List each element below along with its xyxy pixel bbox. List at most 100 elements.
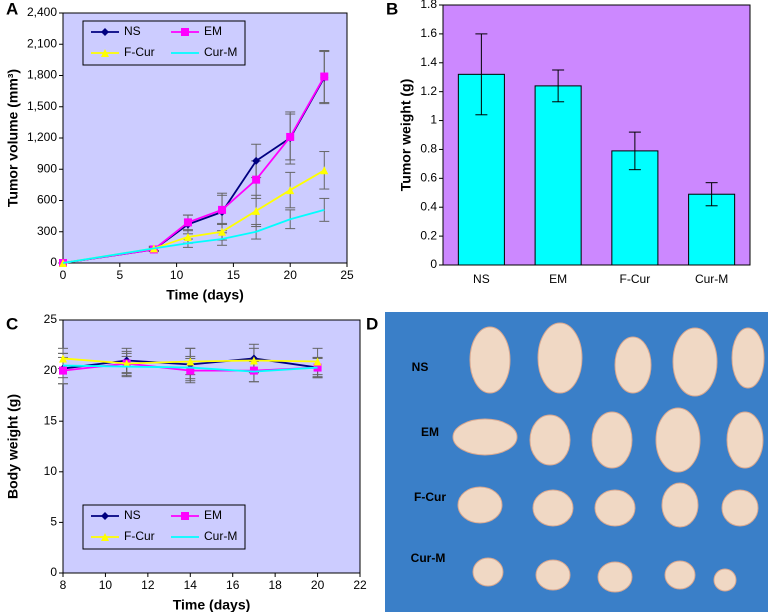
y-tick-label: 1.4	[420, 55, 437, 69]
tumor	[731, 327, 765, 389]
tumor	[532, 489, 574, 527]
x-tick-label: 22	[353, 578, 367, 592]
legend-label: F-Cur	[124, 529, 155, 543]
y-tick-label: 300	[37, 224, 57, 238]
marker-group	[252, 156, 261, 165]
y-tick-label: 1,200	[27, 130, 57, 144]
series-line	[62, 364, 318, 373]
x-tick-label: 25	[340, 268, 354, 282]
y-tick-label: 2,100	[27, 36, 57, 50]
x-axis-title: Time (days)	[166, 287, 244, 303]
legend-label: EM	[204, 24, 222, 38]
tumor	[726, 411, 764, 469]
legend-label: Cur-M	[204, 45, 237, 59]
y-axis-title: Body weight (g)	[5, 394, 21, 499]
photo-panel: D NS EM F-Cur Cur-M	[366, 312, 768, 612]
marker	[286, 186, 295, 195]
bar	[534, 85, 582, 266]
row-label: EM	[421, 425, 439, 439]
x-tick-label: F-Cur	[620, 272, 651, 286]
y-axis-title: Tumor weight (g)	[398, 79, 414, 192]
legend-label: EM	[204, 508, 222, 522]
y-tick-label: 10	[44, 464, 58, 478]
x-tick-label: 10	[99, 578, 113, 592]
marker	[186, 366, 195, 375]
marker	[252, 156, 261, 165]
marker	[183, 232, 192, 241]
panel-letter: A	[6, 0, 18, 18]
marker-group	[252, 175, 261, 184]
legend: NS EM F-Cur Cur-M	[82, 20, 246, 66]
marker-group	[286, 186, 295, 195]
row-label: Cur-M	[411, 551, 446, 565]
y-tick-label: 0.8	[420, 142, 437, 156]
tumor	[452, 418, 518, 456]
y-tick-label: 2,400	[27, 5, 57, 19]
x-tick-label: 16	[226, 578, 240, 592]
y-tick-label: 0	[430, 257, 437, 271]
marker	[101, 49, 109, 57]
x-tick-label: 15	[227, 268, 241, 282]
marker-group	[286, 132, 295, 141]
tumor	[469, 326, 511, 394]
row-label: NS	[412, 360, 429, 374]
marker	[249, 366, 258, 375]
marker	[313, 357, 322, 366]
tumor	[614, 336, 652, 394]
marker-group	[320, 166, 329, 175]
x-tick-label: 20	[311, 578, 325, 592]
y-tick-label: 1,500	[27, 99, 57, 113]
marker-group	[249, 356, 258, 365]
tumor	[597, 561, 633, 593]
marker	[320, 166, 329, 175]
tumor	[664, 560, 696, 590]
y-tick-label: 1	[430, 113, 437, 127]
tumor	[537, 322, 583, 394]
y-tick-label: 1.8	[420, 0, 437, 11]
tumor	[535, 559, 571, 591]
legend-label: F-Cur	[124, 45, 155, 59]
x-tick-label: 12	[141, 578, 155, 592]
tumor	[529, 414, 571, 466]
marker	[59, 354, 67, 363]
series-line	[62, 209, 325, 264]
legend-label: NS	[124, 24, 141, 38]
marker-group	[320, 72, 329, 81]
marker	[101, 28, 109, 36]
marker-group	[59, 354, 67, 363]
legend-label: Cur-M	[204, 529, 237, 543]
legend-label: NS	[124, 508, 141, 522]
y-tick-label: 0	[50, 565, 57, 579]
x-tick-label: 8	[60, 578, 67, 592]
marker-group	[122, 359, 131, 368]
chart-panel: B 0 0.2 0.4 0.6 0.8 1 1.2 1.4 1.6 1.8 Tumor weight …	[386, 0, 751, 286]
y-tick-label: 5	[50, 515, 57, 529]
y-axis-title: Tumor volume (mm³)	[5, 69, 21, 207]
tumor	[721, 489, 759, 527]
marker	[320, 72, 329, 81]
marker-group	[218, 227, 227, 236]
y-tick-label: 1.6	[420, 26, 437, 40]
x-axis-title: Time (days)	[173, 597, 251, 612]
y-tick-label: 0.4	[420, 199, 437, 213]
tumor	[591, 411, 633, 469]
marker	[59, 366, 67, 375]
tumor	[655, 407, 701, 473]
marker	[181, 512, 189, 520]
x-tick-label: 0	[60, 268, 67, 282]
x-tick-label: 18	[268, 578, 282, 592]
marker-group	[186, 366, 195, 375]
y-tick-label: 1.2	[420, 84, 437, 98]
marker-group	[186, 357, 195, 366]
marker	[249, 356, 258, 365]
marker	[122, 359, 131, 368]
marker-group	[59, 366, 67, 375]
marker	[101, 533, 109, 541]
marker-group	[218, 205, 227, 214]
legend: NS EM F-Cur Cur-M	[82, 504, 246, 550]
chart-panel: C 0 5 10 15 20 25 Body weight (g) Time (days) 8 10…	[5, 312, 367, 612]
marker	[218, 227, 227, 236]
marker-group	[313, 357, 322, 366]
tumor	[472, 557, 504, 587]
y-tick-label: 0.2	[420, 228, 437, 242]
